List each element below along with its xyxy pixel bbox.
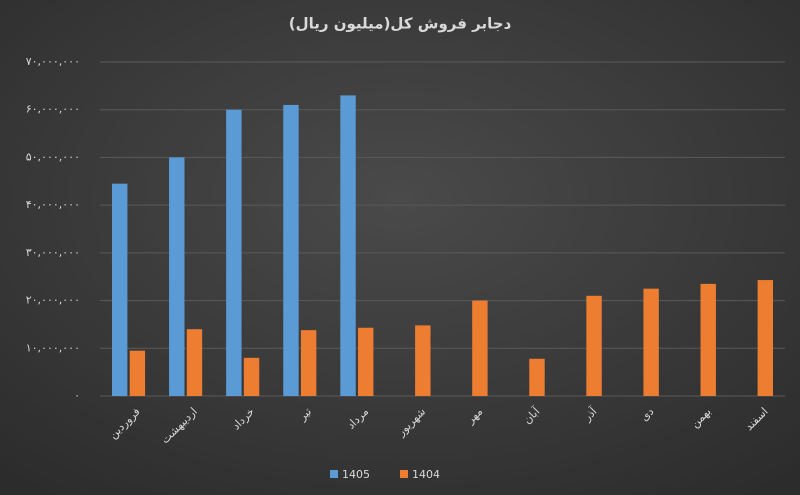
bar (700, 283, 716, 396)
y-tick-label: ۵۰,۰۰۰,۰۰۰ (26, 150, 80, 163)
legend-label: 1404 (412, 468, 440, 481)
y-tick-label: ۰ (74, 389, 80, 402)
bar (186, 329, 203, 396)
bar (111, 183, 128, 396)
y-tick-label: ۶۰,۰۰۰,۰۰۰ (26, 103, 80, 116)
legend-swatch (400, 470, 408, 478)
bar (226, 109, 242, 396)
bar (415, 325, 431, 396)
bar (643, 288, 659, 396)
bar (757, 280, 774, 396)
bar (586, 295, 602, 396)
bar (169, 157, 185, 396)
y-tick-label: ۳۰,۰۰۰,۰۰۰ (26, 246, 80, 259)
y-tick-label: ۱۰,۰۰۰,۰۰۰ (26, 341, 80, 354)
chart-title: دجابر فروش کل(میلیون ریال) (289, 15, 512, 33)
y-tick-label: ۴۰,۰۰۰,۰۰۰ (26, 198, 80, 211)
bar (283, 104, 299, 396)
bar (529, 358, 545, 396)
bar (340, 95, 356, 397)
bar (472, 300, 488, 396)
bar (300, 330, 317, 396)
y-tick-label: ۲۰,۰۰۰,۰۰۰ (26, 294, 80, 307)
bar (358, 327, 374, 396)
bar (243, 357, 260, 396)
legend-label: 1405 (342, 468, 370, 481)
legend-swatch (330, 470, 338, 478)
bar (129, 350, 146, 396)
y-tick-label: ۷۰,۰۰۰,۰۰۰ (26, 55, 80, 68)
